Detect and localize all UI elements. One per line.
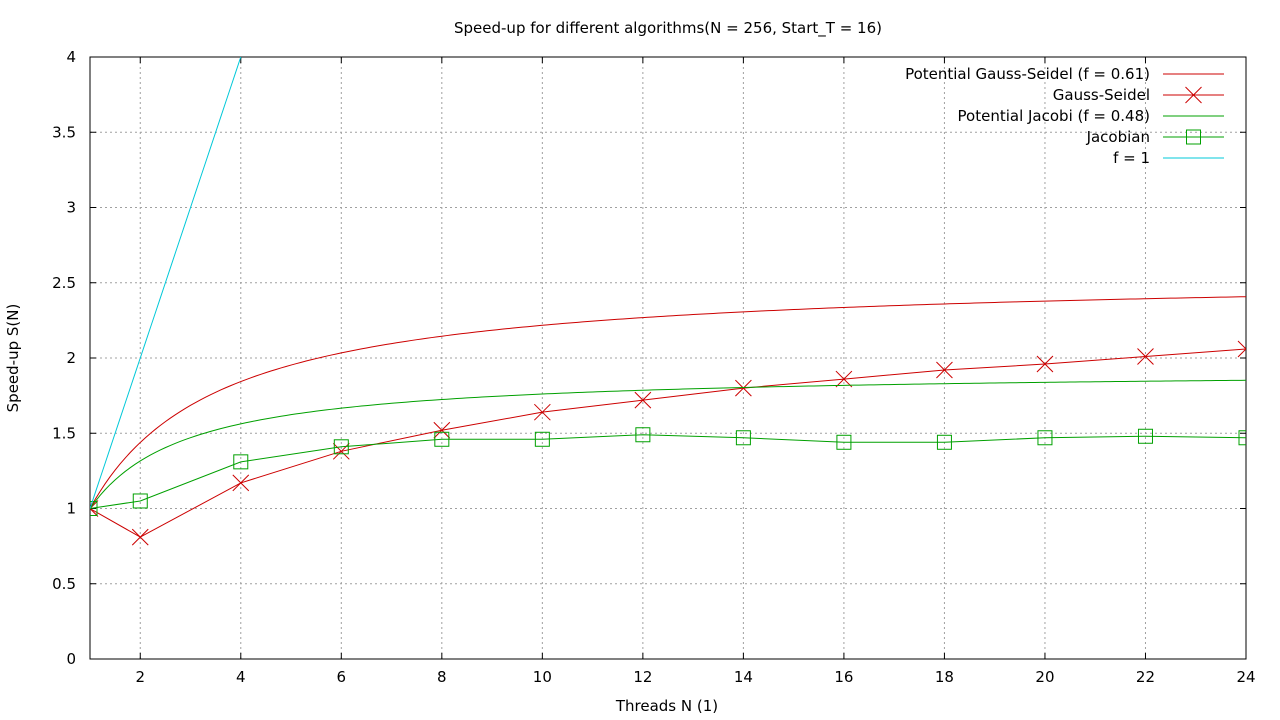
legend-marker xyxy=(1186,129,1201,145)
data-point xyxy=(936,434,952,450)
legend-item: Potential Jacobi (f = 0.48) xyxy=(958,107,1224,125)
data-point xyxy=(1238,430,1246,446)
data-point xyxy=(233,454,249,470)
x-tick-label: 10 xyxy=(533,668,552,686)
grid xyxy=(90,57,1246,659)
data-point xyxy=(534,431,550,447)
legend-marker xyxy=(1185,86,1202,104)
x-tick-label: 16 xyxy=(834,668,853,686)
x-tick-label: 4 xyxy=(236,668,246,686)
legend-item: f = 1 xyxy=(1113,149,1224,167)
y-tick-label: 0.5 xyxy=(52,575,76,593)
y-tick-label: 2.5 xyxy=(52,274,76,292)
x-tick-label: 24 xyxy=(1236,668,1255,686)
data-point xyxy=(90,507,99,517)
data-point xyxy=(735,379,752,397)
series-jacobian xyxy=(90,427,1246,516)
y-tick-label: 2 xyxy=(66,349,76,367)
data-point xyxy=(634,391,652,409)
legend-item: Potential Gauss-Seidel (f = 0.61) xyxy=(905,65,1224,83)
x-tick-label: 18 xyxy=(935,668,954,686)
legend-label: Potential Jacobi (f = 0.48) xyxy=(958,107,1150,125)
data-point xyxy=(333,439,349,455)
x-tick-label: 14 xyxy=(734,668,753,686)
y-tick-label: 3 xyxy=(66,199,76,217)
series-layer xyxy=(90,57,1246,546)
y-tick-label: 4 xyxy=(66,48,76,66)
x-tick-label: 6 xyxy=(337,668,347,686)
data-point xyxy=(433,421,451,439)
y-tick-label: 1 xyxy=(66,500,76,518)
legend-item: Jacobian xyxy=(1086,128,1224,146)
chart-title: Speed-up for different algorithms(N = 25… xyxy=(454,19,882,38)
data-point xyxy=(232,474,250,492)
series-gauss-seidel xyxy=(90,340,1246,546)
y-tick-label: 1.5 xyxy=(52,424,76,442)
legend-label: Jacobian xyxy=(1086,128,1150,146)
data-point xyxy=(1237,348,1246,358)
data-point xyxy=(1036,355,1054,373)
data-point xyxy=(1237,340,1246,350)
y-tick-label: 0 xyxy=(66,650,76,668)
data-point xyxy=(836,434,852,450)
series-line xyxy=(90,348,1246,538)
x-tick-label: 20 xyxy=(1035,668,1054,686)
x-tick-label: 2 xyxy=(135,668,145,686)
data-point xyxy=(132,493,148,509)
data-point xyxy=(1137,348,1154,365)
data-point xyxy=(90,500,99,510)
series-line xyxy=(90,296,1246,509)
data-point xyxy=(835,370,853,388)
data-point xyxy=(1137,428,1153,444)
series-potential-jacobi-f-0-48 xyxy=(90,379,1246,509)
x-tick-label: 8 xyxy=(437,668,447,686)
series-potential-gauss-seidel-f-0-61 xyxy=(90,296,1246,509)
data-point xyxy=(90,501,98,516)
y-tick-label: 3.5 xyxy=(52,123,76,141)
legend-label: Potential Gauss-Seidel (f = 0.61) xyxy=(905,65,1150,83)
data-point xyxy=(434,431,450,447)
plot-frame xyxy=(89,56,1247,660)
series-line xyxy=(90,379,1246,509)
data-point xyxy=(131,528,149,546)
legend: Potential Gauss-Seidel (f = 0.61) Gauss-S… xyxy=(905,65,1224,167)
x-tick-label: 12 xyxy=(633,668,652,686)
data-point xyxy=(635,427,651,443)
series-line xyxy=(90,434,1246,509)
data-point xyxy=(735,430,751,446)
y-axis-label: Speed-up S(N) xyxy=(4,304,22,413)
data-point xyxy=(936,361,953,379)
data-point xyxy=(1037,430,1053,446)
data-point xyxy=(533,403,551,421)
x-tick-label: 22 xyxy=(1136,668,1155,686)
x-axis-label: Threads N (1) xyxy=(615,697,718,715)
legend-item: Gauss-Seidel xyxy=(1053,86,1224,104)
legend-label: f = 1 xyxy=(1113,149,1150,167)
legend-label: Gauss-Seidel xyxy=(1053,86,1150,104)
